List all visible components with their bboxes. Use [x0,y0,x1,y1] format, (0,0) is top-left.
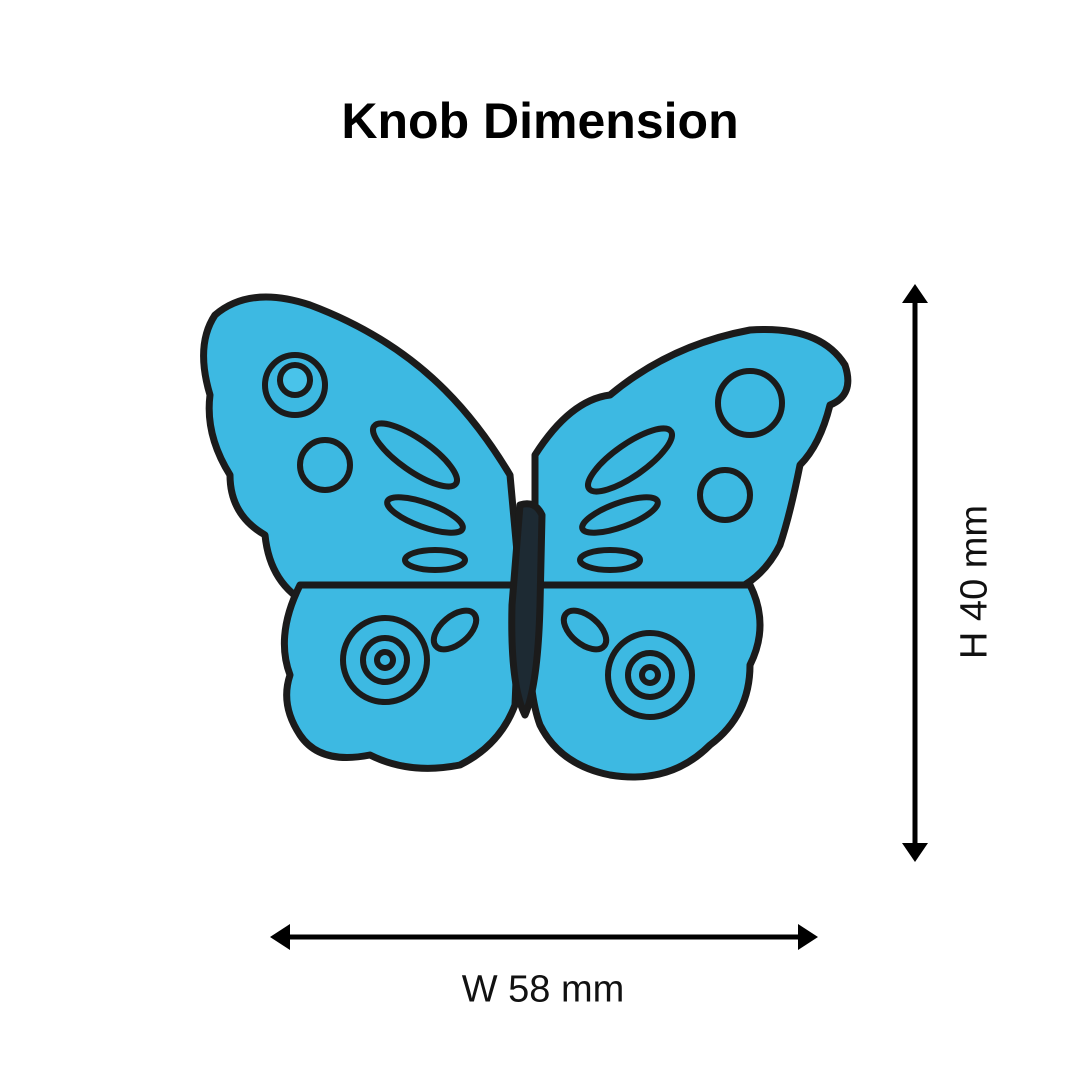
width-label: W 58 mm [461,968,625,1011]
height-label: H 40 mm [953,504,996,660]
page-title: Knob Dimension [341,93,739,149]
butterfly-body [508,500,546,719]
height-arrow [902,284,928,862]
butterfly-knob-image [200,293,852,781]
width-arrow [270,924,818,950]
